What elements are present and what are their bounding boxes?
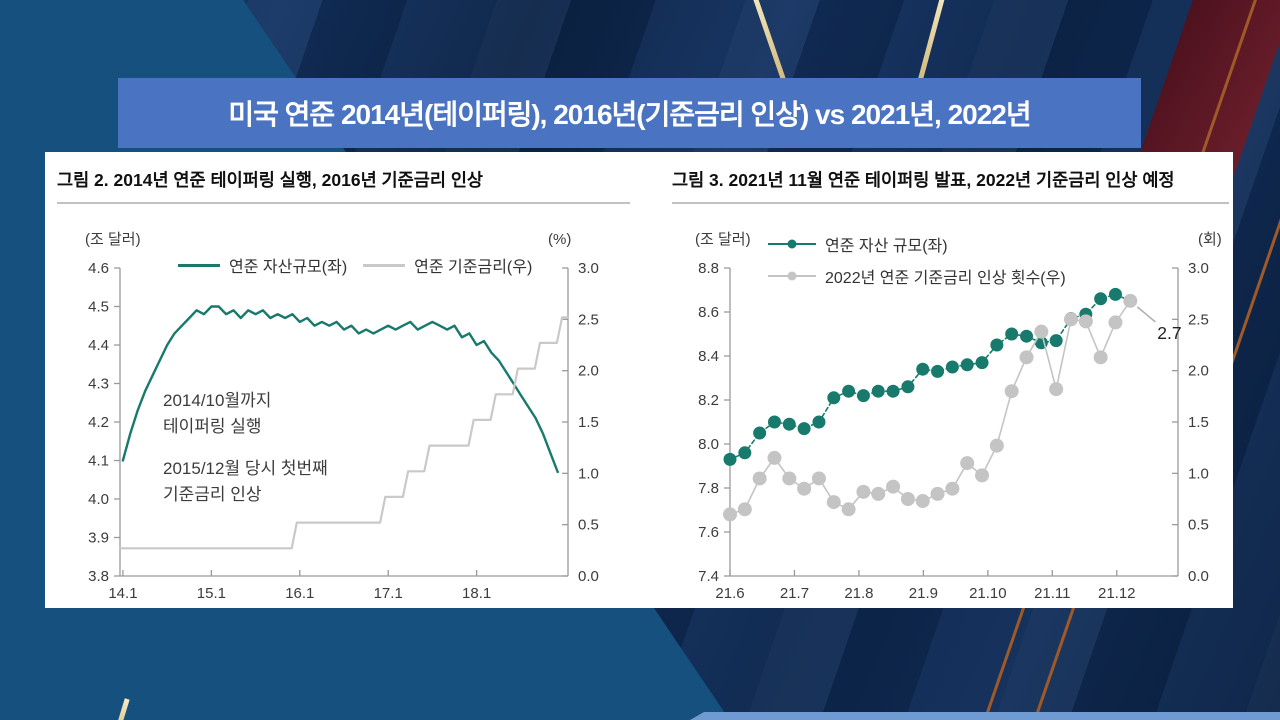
svg-text:2.5: 2.5 [578,311,599,328]
svg-text:8.4: 8.4 [698,348,719,365]
svg-text:3.9: 3.9 [88,530,109,547]
charts-panel: 그림 2. 2014년 연준 테이퍼링 실행, 2016년 기준금리 인상 그림… [45,152,1233,608]
right-chart-legend-row2: 2022년 연준 기준금리 인상 횟수(우) [768,264,1066,288]
svg-text:8.0: 8.0 [698,436,719,453]
svg-text:2.5: 2.5 [1188,311,1209,328]
swatch-dot [787,271,797,281]
svg-text:2.0: 2.0 [578,363,599,380]
first-hike-annotation: 2015/12월 당시 첫번째 기준금리 인상 [163,459,328,505]
svg-text:1.0: 1.0 [578,465,599,482]
svg-text:3.0: 3.0 [578,260,599,277]
svg-text:4.1: 4.1 [88,453,109,470]
svg-text:21.11: 21.11 [1034,585,1070,602]
svg-text:0.5: 0.5 [578,517,599,534]
svg-text:4.0: 4.0 [88,491,109,508]
svg-text:7.8: 7.8 [698,480,719,497]
legend-label-rate: 연준 기준금리(우) [414,259,533,276]
swatch-dot [787,239,797,249]
gold-accent-line-bottom [111,698,130,720]
svg-text:21.9: 21.9 [909,585,938,602]
svg-text:2.7: 2.7 [1157,323,1181,343]
legend-item-assets: 연준 자산규모(좌) [178,253,347,277]
slide-title: 미국 연준 2014년(테이퍼링), 2016년(기준금리 인상) vs 202… [228,99,1031,130]
svg-text:(회): (회) [1198,231,1222,248]
svg-text:8.2: 8.2 [698,392,719,409]
tapering-annotation: 2014/10월까지 테이퍼링 실행 [163,391,272,437]
asset-dot-line-swatch [768,239,816,249]
svg-text:4.4: 4.4 [88,337,109,354]
svg-text:0.5: 0.5 [1188,517,1209,534]
svg-text:3.0: 3.0 [1188,260,1209,277]
svg-text:14.1: 14.1 [108,585,137,602]
left-chart-title: 그림 2. 2014년 연준 테이퍼링 실행, 2016년 기준금리 인상 [57,167,630,204]
svg-text:0.0: 0.0 [578,568,599,585]
left-chart-canvas: 4.6 4.5 4.4 4.3 4.2 4.1 4.0 3.9 3.8 3.0 2.5 2.0 1.5 1… [85,231,599,602]
legend-item-assets-2021: 연준 자산 규모(좌) [768,232,948,256]
svg-text:2.0: 2.0 [1188,363,1209,380]
legend-item-hikes-2022: 2022년 연준 기준금리 인상 횟수(우) [768,264,1066,288]
svg-text:15.1: 15.1 [197,585,226,602]
right-chart-legend-row1: 연준 자산 규모(좌) [768,232,948,256]
svg-text:1.0: 1.0 [1188,465,1209,482]
right-chart-canvas: 8.8 8.6 8.4 8.2 8.0 7.8 7.6 7.4 3.0 2.5 2.0 1.5 1.0 0… [695,231,1222,602]
svg-text:(조 달러): (조 달러) [85,231,141,248]
svg-text:1.5: 1.5 [1188,414,1209,431]
asset-line-swatch [178,263,220,267]
svg-text:4.6: 4.6 [88,260,109,277]
svg-text:7.6: 7.6 [698,524,719,541]
svg-text:1.5: 1.5 [578,414,599,431]
legend-label-assets: 연준 자산규모(좌) [229,259,348,276]
svg-text:17.1: 17.1 [374,585,403,602]
right-chart-title: 그림 3. 2021년 11월 연준 테이퍼링 발표, 2022년 기준금리 인… [672,167,1229,204]
svg-text:4.3: 4.3 [88,376,109,393]
legend-label-assets-2021: 연준 자산 규모(좌) [825,238,948,255]
svg-text:0.0: 0.0 [1188,568,1209,585]
left-chart-legend: 연준 자산규모(좌) 연준 기준금리(우) [178,253,532,277]
svg-text:(조 달러): (조 달러) [695,231,751,248]
slide-title-banner: 미국 연준 2014년(테이퍼링), 2016년(기준금리 인상) vs 202… [118,78,1141,148]
svg-text:18.1: 18.1 [462,585,491,602]
hikes-dot-line-swatch [768,271,816,281]
svg-text:21.10: 21.10 [969,585,1007,602]
svg-text:21.12: 21.12 [1098,585,1136,602]
svg-text:(%): (%) [548,231,571,248]
rate-line-swatch [363,263,406,267]
svg-text:16.1: 16.1 [285,585,314,602]
svg-text:4.2: 4.2 [88,414,109,431]
svg-text:21.8: 21.8 [844,585,873,602]
svg-text:7.4: 7.4 [698,568,719,585]
svg-text:4.5: 4.5 [88,299,109,316]
svg-text:8.6: 8.6 [698,304,719,321]
legend-item-rate: 연준 기준금리(우) [363,253,532,277]
svg-text:8.8: 8.8 [698,260,719,277]
svg-text:21.6: 21.6 [715,585,744,602]
bottom-light-strip [690,712,1280,720]
svg-text:3.8: 3.8 [88,568,109,585]
svg-text:21.7: 21.7 [780,585,809,602]
legend-label-hikes-2022: 2022년 연준 기준금리 인상 횟수(우) [825,270,1066,287]
